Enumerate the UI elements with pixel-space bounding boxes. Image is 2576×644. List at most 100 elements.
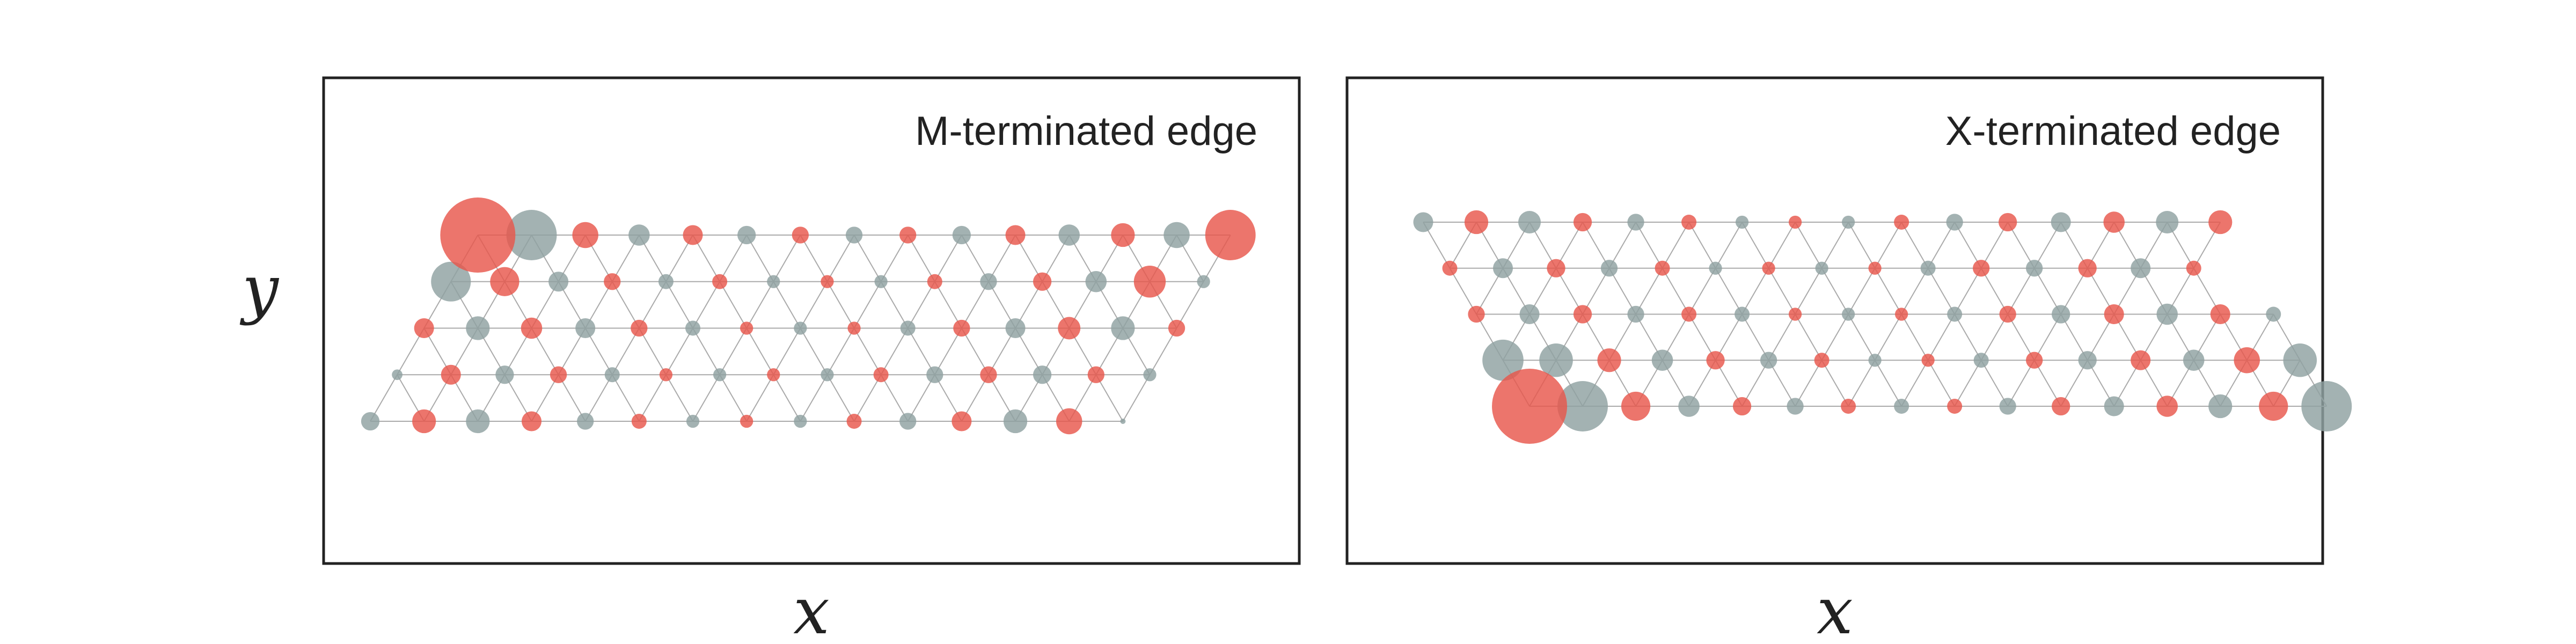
panel-x-terminated: X-terminated edge x	[1345, 76, 2352, 644]
chalcogen-site	[1493, 258, 1513, 279]
lattice-bond	[665, 374, 693, 422]
lattice-bond	[611, 374, 640, 422]
lattice-bond	[1768, 360, 1796, 407]
lattice-bond	[1741, 268, 1769, 315]
chalcogen-site	[1413, 212, 1433, 232]
metal-site	[2026, 352, 2043, 369]
metal-site	[1005, 225, 1026, 245]
lattice-bond	[1741, 222, 1769, 269]
metal-site	[1706, 351, 1725, 370]
chalcogen-site	[1120, 419, 1126, 424]
metal-site	[1205, 210, 1256, 260]
metal-site	[2259, 391, 2288, 421]
lattice-bond	[1927, 268, 1956, 315]
lattice-bond	[853, 235, 882, 282]
lattice-bond	[773, 374, 801, 422]
metal-site	[1732, 397, 1752, 416]
chalcogen-site	[1111, 316, 1135, 340]
metal-site	[1814, 353, 1829, 368]
chalcogen-site	[361, 412, 380, 431]
lattice-bond	[1608, 268, 1636, 315]
chalcogen-site	[1519, 304, 1540, 325]
panel-title: M-terminated edge	[915, 108, 1257, 154]
lattice-bond	[773, 235, 801, 282]
lattice-bond	[826, 281, 855, 329]
lattice-bond	[1848, 313, 1876, 361]
chalcogen-site	[1946, 214, 1963, 231]
chalcogen-site	[1005, 318, 1026, 339]
panel-frame	[1345, 76, 2324, 565]
lattice-bond	[719, 374, 748, 422]
lattice-bond	[853, 328, 882, 375]
chalcogen-site	[604, 367, 620, 383]
chalcogen-site	[1518, 211, 1541, 233]
lattice-bond	[1795, 222, 1823, 269]
lattice-bond	[1635, 222, 1663, 269]
lattice-bond	[638, 327, 667, 375]
lattice-bond	[1874, 313, 1902, 361]
chalcogen-site	[685, 320, 701, 336]
chalcogen-site	[1842, 308, 1855, 321]
metal-site	[1947, 399, 1963, 414]
lattice-sites	[1413, 210, 2352, 444]
metal-site	[847, 321, 861, 335]
chalcogen-site	[2208, 394, 2233, 419]
chalcogen-site	[2156, 303, 2178, 325]
metal-site	[1868, 261, 1882, 275]
metal-site	[572, 222, 598, 248]
lattice-bond	[558, 374, 586, 422]
lattice-bond	[1848, 222, 1876, 269]
chalcogen-site	[1678, 396, 1700, 417]
lattice-bond	[853, 281, 882, 328]
metal-site	[440, 197, 516, 273]
lattice-bond	[826, 374, 855, 422]
chalcogen-site	[1627, 305, 1644, 323]
chalcogen-site	[658, 274, 674, 289]
metal-site	[792, 226, 809, 244]
metal-site	[1111, 223, 1135, 247]
metal-site	[1547, 259, 1565, 277]
lattice-bond	[1741, 313, 1769, 361]
metal-site	[952, 411, 972, 431]
lattice-bond	[719, 328, 748, 375]
chalcogen-site	[1894, 399, 1909, 414]
chalcogen-site	[2156, 211, 2179, 233]
lattice-bond	[1795, 268, 1823, 315]
lattice-bond	[1688, 268, 1716, 315]
lattice-bond	[1821, 222, 1849, 269]
lattice-bond	[1608, 222, 1636, 269]
chalcogen-site	[874, 275, 888, 288]
metal-site	[1442, 260, 1458, 276]
lattice-bond	[880, 374, 909, 422]
lattice-bond	[1927, 360, 1956, 407]
lattice-bond	[1927, 222, 1956, 269]
lattice-bond	[1821, 268, 1849, 315]
metal-site	[2208, 210, 2233, 235]
chalcogen-site	[952, 225, 971, 245]
lattice-bond	[1768, 268, 1796, 314]
lattice-bond	[1874, 222, 1902, 269]
metal-site	[740, 321, 753, 335]
lattice-bond	[746, 374, 774, 422]
lattice-bond	[961, 281, 989, 328]
lattice-bond	[2007, 314, 2035, 361]
chalcogen-site	[1760, 352, 1777, 369]
chalcogen-site	[628, 224, 650, 246]
lattice-bond	[1176, 281, 1204, 329]
lattice-bond	[665, 281, 693, 328]
lattice-bond	[1848, 268, 1876, 315]
panel-frame	[322, 76, 1301, 565]
metal-site	[1168, 319, 1185, 337]
metal-site	[1058, 317, 1081, 340]
metal-site	[441, 364, 461, 385]
lattice-bond	[1927, 313, 1956, 361]
metal-site	[683, 225, 703, 245]
metal-site	[1464, 210, 1489, 235]
metal-site	[767, 368, 780, 382]
metal-site	[2210, 304, 2230, 325]
chalcogen-site	[900, 320, 916, 336]
metal-site	[1573, 213, 1592, 232]
lattice-bond	[719, 281, 748, 328]
chalcogen-site	[431, 261, 471, 302]
lattice-bond	[800, 328, 828, 375]
